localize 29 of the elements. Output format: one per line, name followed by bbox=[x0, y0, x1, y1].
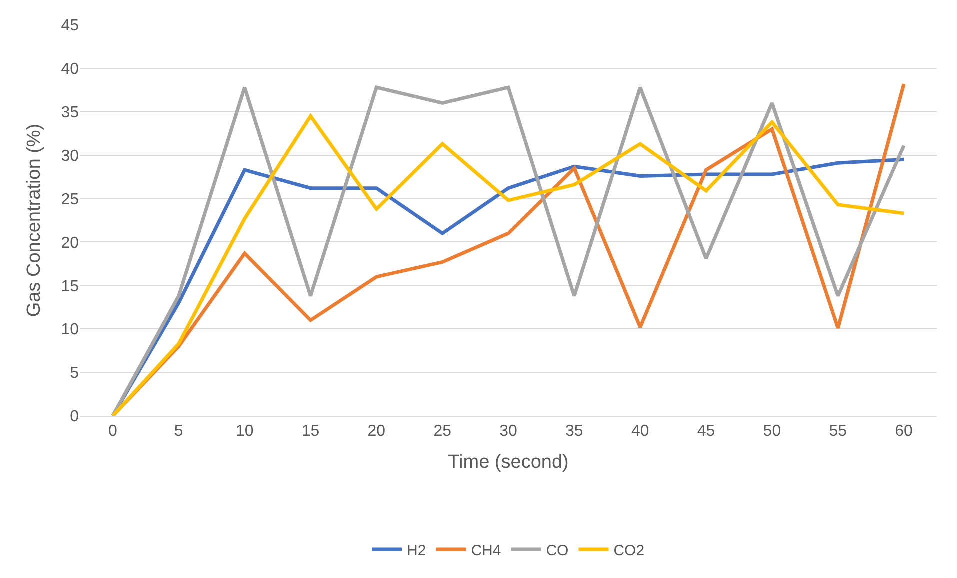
x-tick-label: 30 bbox=[500, 423, 518, 440]
legend-label: CO bbox=[546, 542, 569, 560]
x-tick-label: 15 bbox=[302, 423, 320, 440]
y-tick-label: 25 bbox=[61, 191, 80, 208]
x-tick-label: 55 bbox=[829, 423, 848, 440]
x-tick-label: 40 bbox=[631, 423, 650, 440]
x-tick-label: 25 bbox=[434, 423, 452, 440]
x-tick-label: 10 bbox=[236, 423, 254, 440]
y-tick-label: 15 bbox=[61, 278, 80, 296]
legend-label: CO2 bbox=[614, 542, 645, 560]
y-axis-title: Gas Concentration (%) bbox=[24, 124, 46, 318]
y-tick-label: 40 bbox=[61, 61, 80, 78]
y-tick-label: 10 bbox=[61, 322, 80, 339]
x-tick-label: 5 bbox=[174, 423, 184, 440]
x-axis-title: Time (second) bbox=[448, 452, 569, 473]
x-tick-label: 60 bbox=[895, 423, 914, 440]
y-tick-label: 35 bbox=[61, 104, 80, 122]
y-tick-label: 20 bbox=[61, 234, 80, 252]
x-tick-label: 45 bbox=[697, 423, 716, 440]
x-tick-label: 50 bbox=[763, 423, 782, 440]
y-tick-label: 5 bbox=[70, 365, 80, 382]
x-tick-label: 0 bbox=[108, 423, 118, 440]
y-tick-label: 45 bbox=[61, 18, 80, 35]
legend-label: CH4 bbox=[471, 542, 502, 560]
x-tick-label: 35 bbox=[566, 423, 584, 440]
x-tick-label: 20 bbox=[368, 423, 386, 440]
y-tick-label: 0 bbox=[70, 408, 80, 426]
y-tick-label: 30 bbox=[61, 148, 80, 165]
legend-label: H2 bbox=[407, 542, 426, 560]
